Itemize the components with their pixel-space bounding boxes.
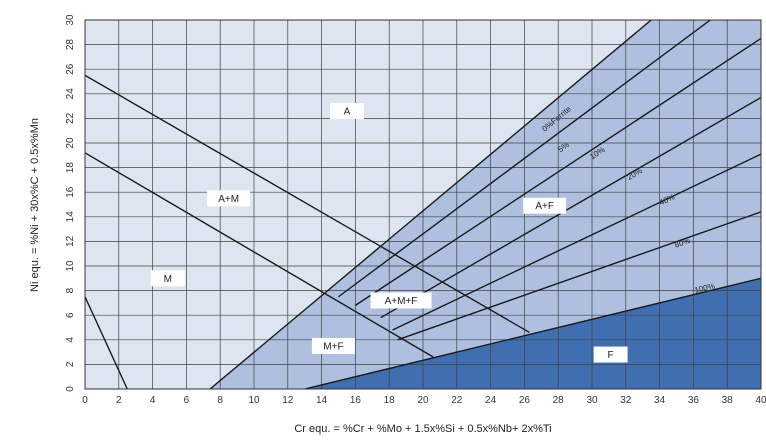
region-label-text: A+M (218, 194, 239, 205)
y-tick-label: 28 (65, 39, 76, 51)
boundary-line-8 (85, 152, 434, 358)
y-tick-label: 8 (65, 287, 76, 293)
y-tick-label: 20 (65, 137, 76, 149)
x-tick-label: 34 (654, 395, 666, 406)
y-tick-label: 26 (65, 63, 76, 75)
region-label-text: M+F (323, 341, 343, 352)
x-tick-label: 10 (248, 395, 260, 406)
region-label-box (150, 270, 185, 287)
y-tick-label: 16 (65, 186, 76, 198)
y-tick-label: 2 (65, 361, 76, 367)
region-label-box (593, 346, 628, 363)
x-tick-label: 0 (82, 395, 88, 406)
x-tick-label: 40 (755, 395, 766, 406)
x-tick-label: 8 (217, 395, 223, 406)
y-tick-label: 12 (65, 235, 76, 247)
region-label-box (370, 292, 432, 309)
region-label-box (207, 190, 251, 207)
x-tick-label: 14 (316, 395, 328, 406)
x-tick-label: 26 (519, 395, 531, 406)
y-tick-label: 4 (65, 337, 76, 343)
y-tick-label: 0 (65, 386, 76, 392)
plot-frame (84, 19, 762, 390)
region-label-box (523, 197, 567, 214)
x-tick-label: 12 (282, 395, 294, 406)
y-tick-label: 24 (65, 88, 76, 100)
region-label-box (311, 337, 355, 354)
line-40pct- (392, 153, 761, 331)
x-axis-title: Cr equ. = %Cr + %Mo + 1.5x%Si + 0.5x%Nb+… (294, 423, 551, 435)
line-5pct- (338, 20, 711, 298)
region-label-text: A+F (535, 201, 554, 212)
x-tick-label: 32 (620, 395, 632, 406)
y-axis-title: Ni equ. = %Ni + 30x%C + 0.5x%Mn (29, 118, 41, 292)
line-10pct- (355, 37, 761, 306)
x-tick-label: 38 (722, 395, 734, 406)
x-tick-label: 20 (417, 395, 429, 406)
region-label-a-m-f: A+M+F (370, 292, 432, 309)
region-label-text: A+M+F (385, 296, 418, 307)
x-axis-ticks: 0 2 4 6 8 10 12 14 16 18 20 22 24 26 28 30 32 34 36 38 40 (82, 395, 766, 406)
y-tick-label: 6 (65, 312, 76, 318)
region-label-text: F (608, 350, 614, 361)
x-tick-label: 6 (184, 395, 190, 406)
y-tick-label: 18 (65, 162, 76, 174)
x-tick-label: 2 (116, 395, 122, 406)
region-label-a-f: A+F (523, 197, 567, 214)
y-tick-label: 30 (65, 14, 76, 26)
region-label-text: M (164, 274, 172, 285)
line-80pct- (397, 211, 761, 341)
grid-lines (85, 20, 761, 389)
x-tick-label: 30 (586, 395, 598, 406)
boundary-line-7 (85, 74, 530, 334)
line-0pct-ferrite (209, 20, 652, 389)
x-tick-label: 18 (384, 395, 396, 406)
region-label-f: F (593, 346, 628, 363)
region-label-box (329, 103, 364, 120)
x-tick-label: 28 (553, 395, 565, 406)
boundary-line-9 (85, 296, 128, 389)
x-tick-label: 4 (150, 395, 156, 406)
y-tick-label: 14 (65, 211, 76, 223)
region-label-text: A (344, 107, 351, 118)
region-label-m-f: M+F (311, 337, 355, 354)
x-tick-label: 36 (688, 395, 700, 406)
phase-boundary-lines (85, 20, 761, 389)
y-tick-label: 22 (65, 112, 76, 124)
region-labels: A A+M M A+M+F M+F A+F F (150, 103, 628, 363)
y-tick-label: 10 (65, 260, 76, 272)
x-tick-label: 24 (485, 395, 497, 406)
line-20pct- (380, 96, 761, 319)
region-label-m: M (150, 270, 185, 287)
ferrite-austenite-shaded-region (210, 20, 761, 389)
x-tick-label: 22 (451, 395, 463, 406)
line-100pct- (304, 277, 761, 389)
region-label-a: A (329, 103, 364, 120)
region-label-a-m: A+M (207, 190, 251, 207)
x-tick-label: 16 (350, 395, 362, 406)
